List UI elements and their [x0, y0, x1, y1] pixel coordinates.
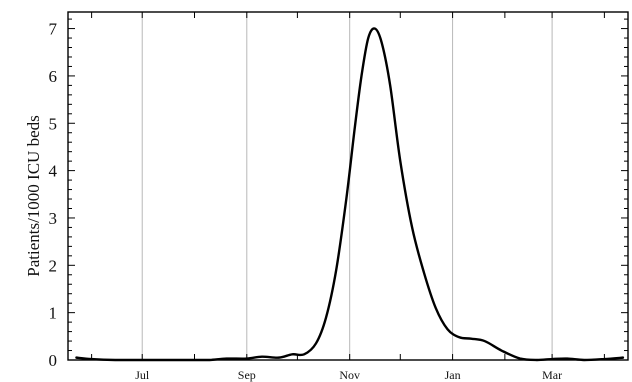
- plot-frame: [67, 11, 629, 361]
- y-tick-label-3: 3: [49, 209, 58, 228]
- y-axis-tick-labels: 0 1 2 3 4 5 6 7: [49, 20, 58, 370]
- y-tick-label-2: 2: [49, 256, 58, 275]
- x-tick-label-jan: Jan: [445, 368, 461, 382]
- y-axis-title: Patients/1000 ICU beds: [24, 115, 43, 277]
- y-tick-label-5: 5: [49, 114, 58, 133]
- grid-lines: [141, 12, 553, 360]
- x-tick-label-sep: Sep: [238, 368, 256, 382]
- x-tick-label-jul: Jul: [135, 368, 150, 382]
- x-axis-tick-labels: Jul Sep Nov Jan Mar: [135, 368, 562, 382]
- y-tick-label-1: 1: [49, 304, 58, 323]
- x-tick-label-mar: Mar: [542, 368, 562, 382]
- y-tick-label-0: 0: [49, 351, 58, 370]
- y-tick-label-7: 7: [49, 20, 58, 39]
- y-tick-label-4: 4: [49, 162, 58, 181]
- x-tick-label-nov: Nov: [339, 368, 360, 382]
- y-tick-label-6: 6: [49, 67, 58, 86]
